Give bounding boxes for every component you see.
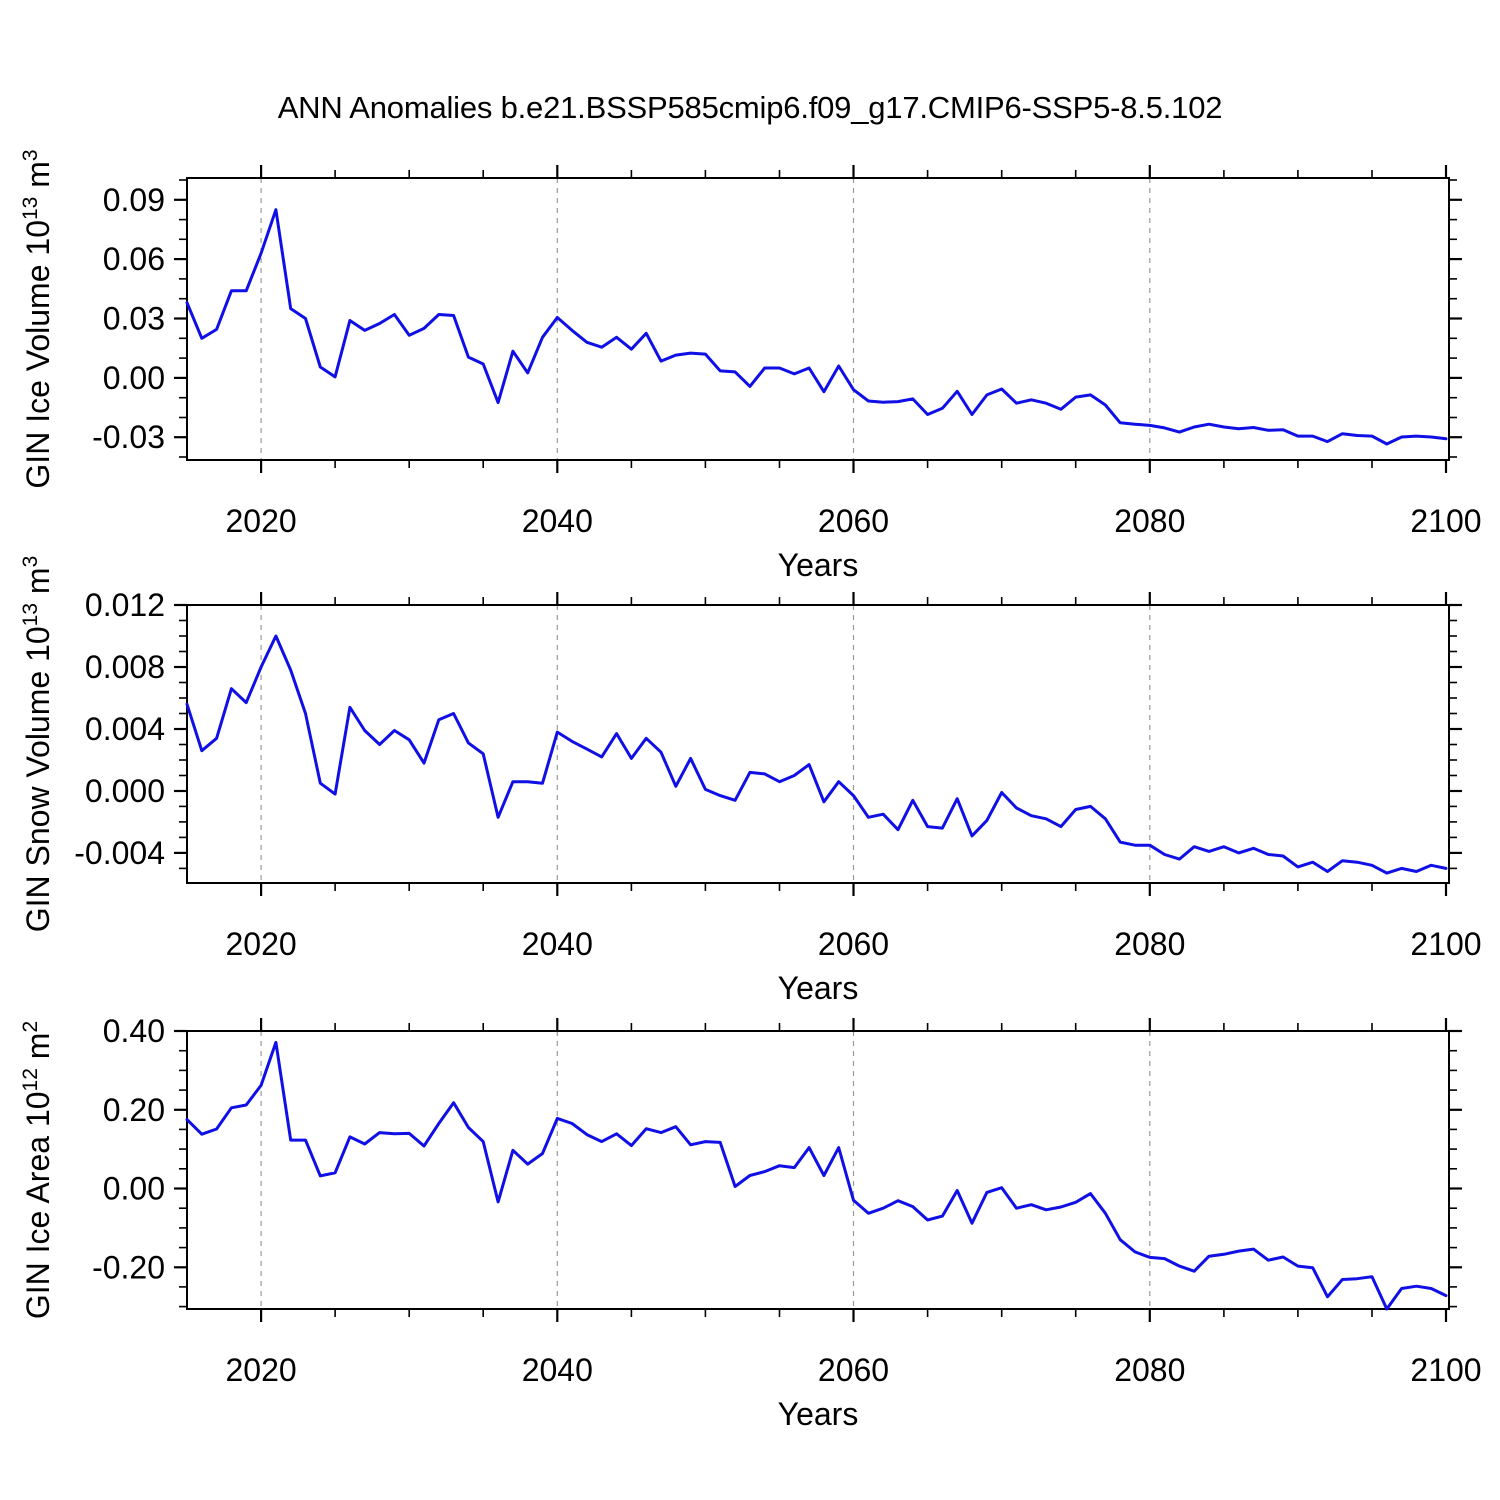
panel-gin-ice-area: 2020 2040 2060 2080 2100 0.40 0.20 0.00 -0.20 xyxy=(92,1013,1482,1388)
x-tick-label: 2020 xyxy=(226,926,297,962)
x-tick-label: 2060 xyxy=(818,503,889,539)
y-tick-label: -0.20 xyxy=(92,1249,165,1285)
x-axis-title: Years xyxy=(777,547,859,583)
y-tick-label: 0.000 xyxy=(85,773,165,809)
data-line-gin-ice-area xyxy=(185,1040,1448,1311)
x-tick-label: 2080 xyxy=(1114,1352,1185,1388)
x-tick-label: 2020 xyxy=(226,503,297,539)
y-tick-label: 0.03 xyxy=(103,301,165,337)
x-tick-label: 2060 xyxy=(818,1352,889,1388)
x-axis-title: Years xyxy=(777,1396,859,1432)
plot-frame xyxy=(186,177,1450,461)
y-tick-label: 0.00 xyxy=(103,360,165,396)
y-tick-label: 0.004 xyxy=(85,711,165,747)
y-tick-label: 0.20 xyxy=(103,1092,165,1128)
y-tick-label: 0.40 xyxy=(103,1013,165,1049)
panel-gin-snow-volume: 2020 2040 2060 2080 2100 0.012 0.008 0.004 0.000… xyxy=(74,587,1481,962)
x-tick-label: 2040 xyxy=(522,503,593,539)
x-tick-label: 2100 xyxy=(1410,503,1481,539)
panel-gin-ice-volume: 2020 2040 2060 2080 2100 0.09 0.06 0.03 0.00 -0.0… xyxy=(92,165,1482,539)
x-tick-label: 2040 xyxy=(522,926,593,962)
plot-frame xyxy=(186,1030,1450,1310)
y-tick-label: 0.012 xyxy=(85,587,165,623)
y-axis-label-ice-volume: GIN Ice Volume 1013 m3 xyxy=(19,149,56,489)
data-line-gin-ice-volume xyxy=(185,208,1448,446)
x-tick-label: 2020 xyxy=(226,1352,297,1388)
x-tick-label: 2040 xyxy=(522,1352,593,1388)
data-line-gin-snow-volume xyxy=(185,634,1448,875)
y-axis-label-ice-area: GIN Ice Area 1012 m2 xyxy=(19,1020,56,1320)
x-tick-label: 2080 xyxy=(1114,926,1185,962)
y-tick-label: -0.03 xyxy=(92,419,165,455)
plot-frame xyxy=(186,604,1450,884)
x-tick-label: 2060 xyxy=(818,926,889,962)
x-tick-label: 2100 xyxy=(1410,1352,1481,1388)
y-tick-label: 0.09 xyxy=(103,182,165,218)
y-tick-label: 0.00 xyxy=(103,1171,165,1207)
x-tick-label: 2100 xyxy=(1410,926,1481,962)
chart-title: ANN Anomalies b.e21.BSSP585cmip6.f09_g17… xyxy=(277,90,1223,125)
x-axis-title: Years xyxy=(777,970,859,1006)
y-axis-label-snow-volume: GIN Snow Volume 1013 m3 xyxy=(19,555,56,933)
y-tick-label: 0.06 xyxy=(103,241,165,277)
x-tick-label: 2080 xyxy=(1114,503,1185,539)
y-tick-label: -0.004 xyxy=(74,835,165,871)
y-tick-label: 0.008 xyxy=(85,649,165,685)
